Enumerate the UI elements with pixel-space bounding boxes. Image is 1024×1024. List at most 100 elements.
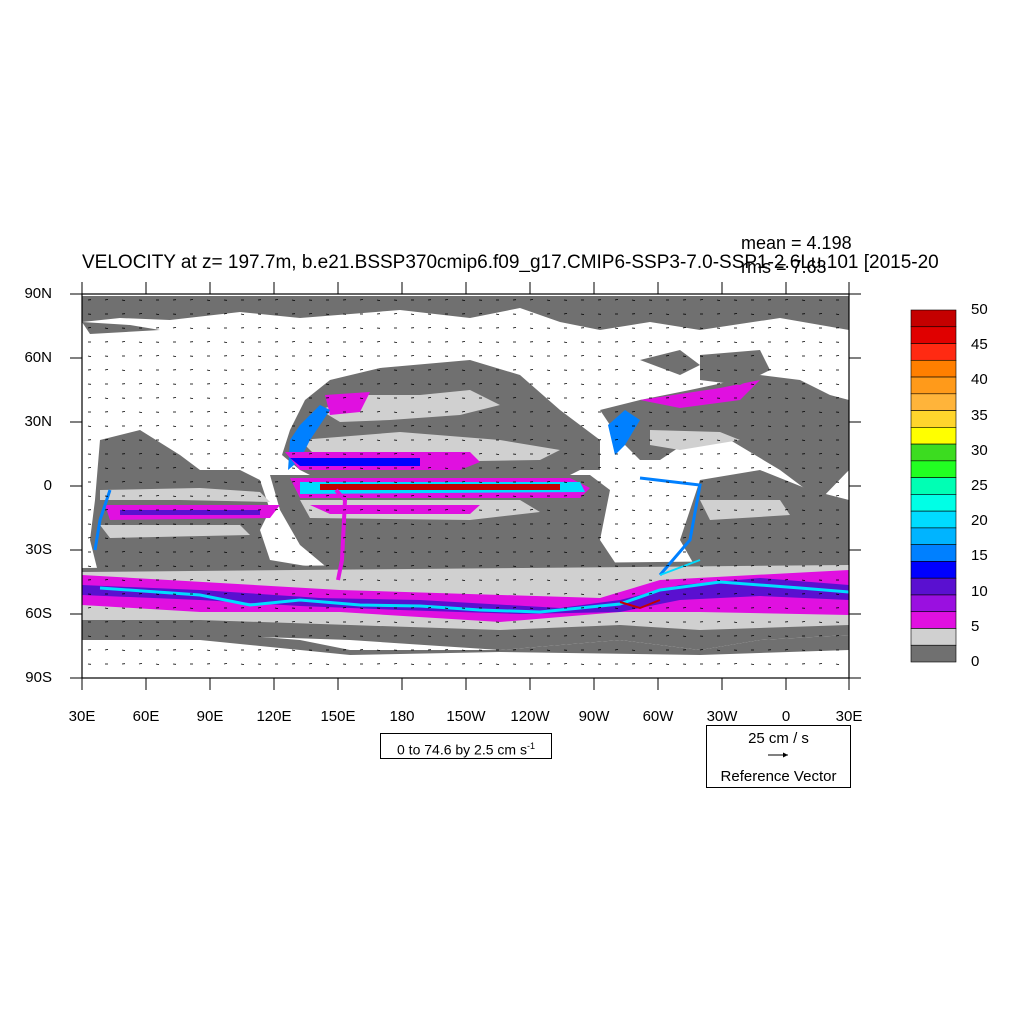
vector-arrow	[716, 341, 721, 343]
vector-arrow	[614, 369, 619, 371]
vector-arrow	[444, 327, 449, 329]
vector-arrow	[767, 425, 772, 427]
vector-arrow	[427, 537, 432, 539]
vector-arrow	[291, 579, 296, 581]
vector-arrow	[189, 467, 194, 469]
vector-arrow	[461, 509, 466, 511]
vector-arrow	[206, 369, 211, 371]
colorbar-swatch	[910, 443, 957, 462]
vector-arrow	[189, 509, 194, 511]
vector-arrow	[767, 467, 772, 469]
vector-arrow	[325, 523, 330, 525]
vector-arrow	[444, 467, 449, 469]
vector-arrow	[801, 439, 806, 441]
vector-arrow	[461, 369, 466, 371]
vector-arrow	[206, 481, 211, 483]
vector-arrow	[461, 341, 466, 343]
vector-arrow	[784, 439, 789, 441]
vector-arrow	[597, 607, 602, 609]
vector-arrow	[614, 467, 619, 469]
vector-arrow	[699, 607, 704, 609]
vector-arrow	[835, 593, 840, 595]
vector-arrow	[172, 425, 177, 427]
vector-arrow	[410, 495, 415, 497]
vector-arrow	[563, 481, 568, 483]
vector-arrow	[427, 327, 432, 329]
colorbar-label: 35	[971, 406, 988, 424]
vector-arrow	[308, 411, 313, 413]
vector-arrow	[257, 537, 262, 539]
vector-arrow	[478, 663, 483, 665]
vector-arrow	[155, 495, 160, 497]
colorbar-label: 50	[971, 301, 988, 318]
vector-arrow	[427, 425, 432, 427]
vector-arrow	[716, 369, 721, 371]
colorbar-swatch	[910, 527, 957, 545]
vector-arrow	[614, 299, 619, 301]
vector-arrow	[563, 663, 568, 665]
lon-label-180: 180	[389, 708, 415, 725]
vector-arrow	[733, 383, 738, 385]
vector-arrow	[546, 579, 551, 581]
colorbar-swatch	[910, 427, 957, 445]
vector-arrow	[155, 565, 160, 567]
vector-arrow	[767, 537, 772, 539]
vector-arrow	[87, 565, 92, 567]
colorbar-swatch	[910, 309, 957, 328]
vector-arrow	[376, 299, 381, 301]
vector-arrow	[767, 495, 772, 497]
vector-arrow	[648, 663, 653, 665]
lon-label-0: 0	[781, 708, 791, 725]
vector-arrow	[818, 593, 823, 595]
vector-arrow	[767, 635, 772, 637]
vector-arrow	[614, 537, 619, 539]
vector-arrow	[784, 649, 789, 651]
vector-arrow	[818, 453, 823, 455]
vector-arrow	[801, 299, 806, 301]
vector-arrow	[342, 495, 347, 497]
vector-arrow	[631, 621, 636, 623]
vector-arrow	[393, 341, 398, 343]
vector-arrow	[733, 523, 738, 525]
vector-arrow	[104, 397, 109, 399]
vector-arrow	[138, 523, 143, 525]
vector-arrow	[699, 397, 704, 399]
vector-arrow	[563, 453, 568, 455]
vector-arrow	[87, 327, 92, 329]
reference-vector-label: Reference Vector	[720, 768, 837, 785]
vector-arrow	[495, 453, 500, 455]
vector-arrow	[648, 551, 653, 553]
vector-arrow	[138, 551, 143, 553]
vector-arrow	[342, 355, 347, 357]
vector-arrow	[495, 523, 500, 525]
lat-label-30s: 30S	[25, 541, 52, 558]
vector-arrow	[121, 551, 126, 553]
vector-arrow	[784, 397, 789, 399]
vector-arrow	[818, 481, 823, 483]
vector-arrow	[172, 607, 177, 609]
vector-arrow	[206, 509, 211, 511]
lon-label-60w: 60W	[642, 708, 674, 725]
vector-arrow	[410, 523, 415, 525]
vector-arrow	[410, 593, 415, 595]
vector-arrow	[784, 467, 789, 469]
vector-arrow	[750, 453, 755, 455]
vector-arrow	[308, 313, 313, 315]
vector-arrow	[682, 537, 687, 539]
vector-arrow	[784, 299, 789, 301]
colorbar-swatch	[910, 477, 957, 495]
vector-arrow	[393, 481, 398, 483]
vector-arrow	[121, 341, 126, 343]
vector-arrow	[359, 579, 364, 581]
vector-arrow	[631, 369, 636, 371]
vector-arrow	[240, 593, 245, 595]
vector-arrow	[274, 439, 279, 441]
vector-arrow	[495, 565, 500, 567]
vector-arrow	[580, 383, 585, 385]
vector-arrow	[512, 607, 517, 609]
vector-arrow	[716, 509, 721, 511]
vector-arrow	[172, 327, 177, 329]
vector-arrow	[801, 341, 806, 343]
vector-arrow	[223, 663, 228, 665]
vector-arrow	[767, 327, 772, 329]
